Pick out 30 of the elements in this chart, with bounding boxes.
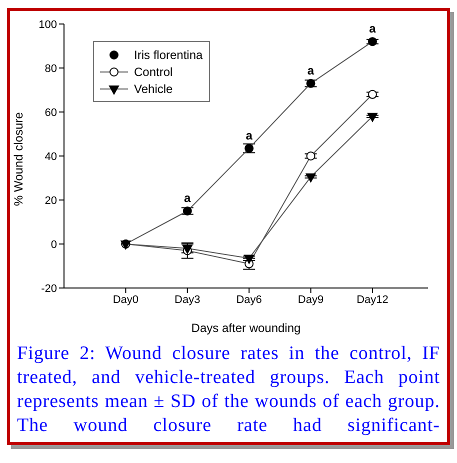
y-axis-title: % Wound closure — [11, 112, 26, 206]
point — [306, 152, 316, 160]
annotation: a — [246, 128, 253, 142]
point — [244, 254, 254, 264]
annotation: a — [184, 191, 192, 205]
point — [368, 90, 377, 99]
y-tick-label: 40 — [44, 150, 57, 163]
x-tick-label: Day3 — [174, 294, 200, 306]
legend-label: Control — [134, 64, 173, 78]
x-tick-label: Day9 — [298, 294, 324, 306]
y-tick-label: 60 — [44, 106, 57, 119]
x-tick-label: Day6 — [236, 294, 262, 306]
x-axis-title: Days after wounding — [191, 321, 301, 335]
point — [306, 173, 316, 182]
y-tick-label: 100 — [38, 18, 57, 31]
point — [306, 78, 316, 88]
y-tick-label: 0 — [50, 238, 57, 251]
annotation: a — [307, 63, 314, 78]
y-tick-label: 20 — [44, 194, 57, 207]
point — [182, 206, 192, 216]
point — [368, 37, 377, 46]
caption: Figure 2: Wound closure rates in the control, IF treated, and vehicle-treated groups. Each point represents mean ± SD of the wounds of each group. The wound closure rate had significant- — [16, 342, 441, 438]
point — [367, 112, 378, 122]
legend-label: Iris florentina — [134, 48, 203, 62]
y-tick-label: 80 — [44, 62, 57, 75]
annotation: a — [369, 22, 376, 36]
x-tick-label: Day0 — [112, 294, 139, 306]
y-tick-label: -20 — [41, 282, 57, 295]
x-tick-label: Day12 — [356, 294, 388, 306]
legend-label: Vehicle — [134, 82, 173, 96]
